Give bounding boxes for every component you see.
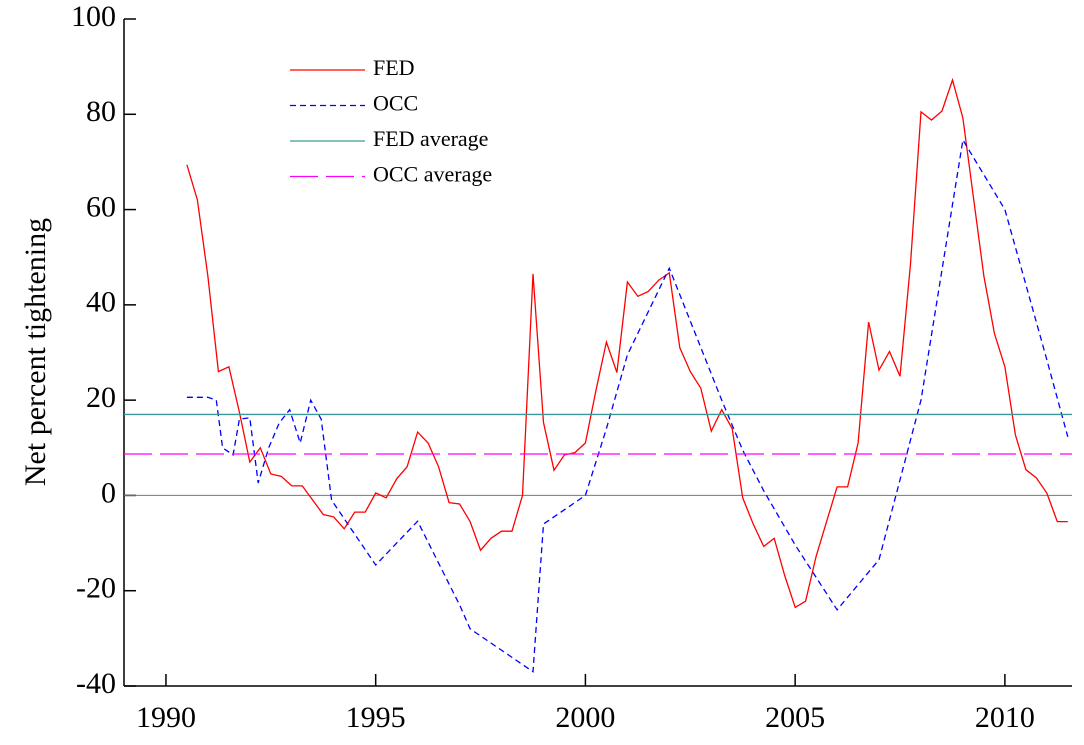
y-tick-label: -20 [76,572,116,605]
x-tick-label: 2000 [555,701,615,734]
y-tick-label: 0 [101,476,116,509]
x-tick-label: 1990 [136,701,196,734]
legend-label: OCC [373,91,418,116]
y-tick-label: 60 [86,190,116,223]
y-tick-label: 80 [86,95,116,128]
legend-label: FED average [373,126,488,151]
y-tick-label: -40 [76,667,116,700]
series-line [186,77,1068,609]
y-tick-label: 40 [86,286,116,319]
x-tick-label: 1995 [346,701,406,734]
y-axis-label: Net percent tightening [19,218,52,486]
series-line [186,138,1069,673]
legend-label: OCC average [373,162,492,187]
y-tick-label: 20 [86,381,116,414]
legend-label: FED [373,55,415,80]
x-tick-label: 2005 [765,701,825,734]
y-tick-label: 100 [71,0,116,33]
x-tick-label: 2010 [975,701,1035,734]
